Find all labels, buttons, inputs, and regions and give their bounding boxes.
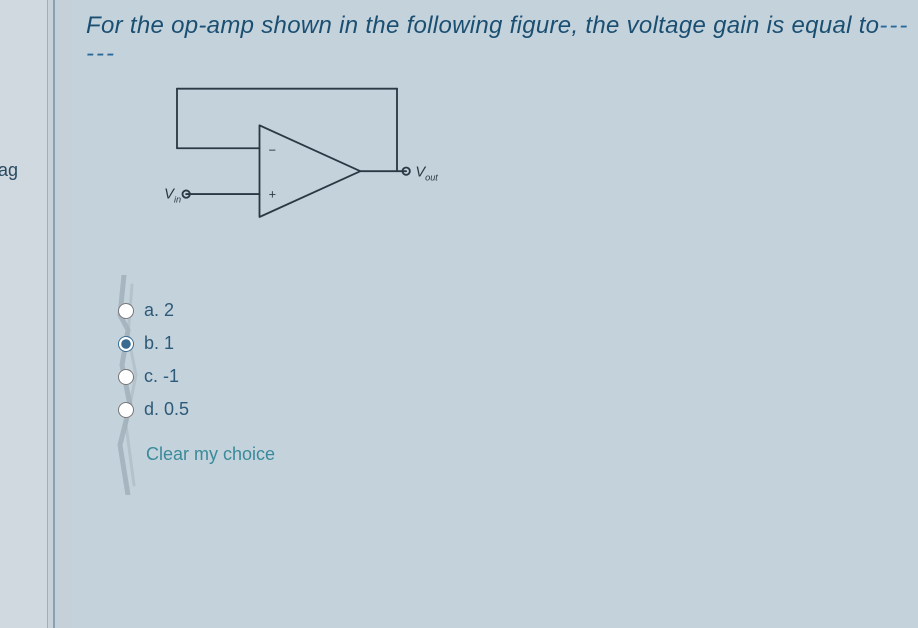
choice-radio-b[interactable] [118, 336, 134, 352]
question-stem: For the op-amp shown in the following fi… [86, 12, 879, 39]
choice-b[interactable]: b. 1 [118, 333, 275, 354]
choice-radio-d[interactable] [118, 402, 134, 418]
choice-radio-c[interactable] [118, 369, 134, 385]
svg-text:Vout: Vout [415, 165, 438, 183]
svg-text:Vin: Vin [164, 187, 181, 205]
choice-label-d: d. 0.5 [144, 399, 189, 420]
choice-label-c: c. -1 [144, 366, 179, 387]
choice-c[interactable]: c. -1 [118, 366, 275, 387]
clear-my-choice-link[interactable]: Clear my choice [146, 444, 275, 465]
opamp-figure: − + Vin Vout [122, 62, 452, 262]
choice-a[interactable]: a. 2 [118, 300, 275, 321]
choice-d[interactable]: d. 0.5 [118, 399, 275, 420]
left-rail-fragment-2: ag [0, 160, 18, 181]
choice-radio-a[interactable] [118, 303, 134, 319]
choice-label-a: a. 2 [144, 300, 174, 321]
left-rail [0, 0, 55, 628]
left-rail-inner [0, 0, 48, 628]
question-text: For the op-amp shown in the following fi… [86, 12, 918, 68]
answer-choices: a. 2 b. 1 c. -1 d. 0.5 Clear my choice [118, 300, 275, 465]
question-panel: For the op-amp shown in the following fi… [72, 0, 918, 628]
svg-text:+: + [269, 187, 277, 202]
svg-text:−: − [269, 143, 277, 158]
choice-label-b: b. 1 [144, 333, 174, 354]
